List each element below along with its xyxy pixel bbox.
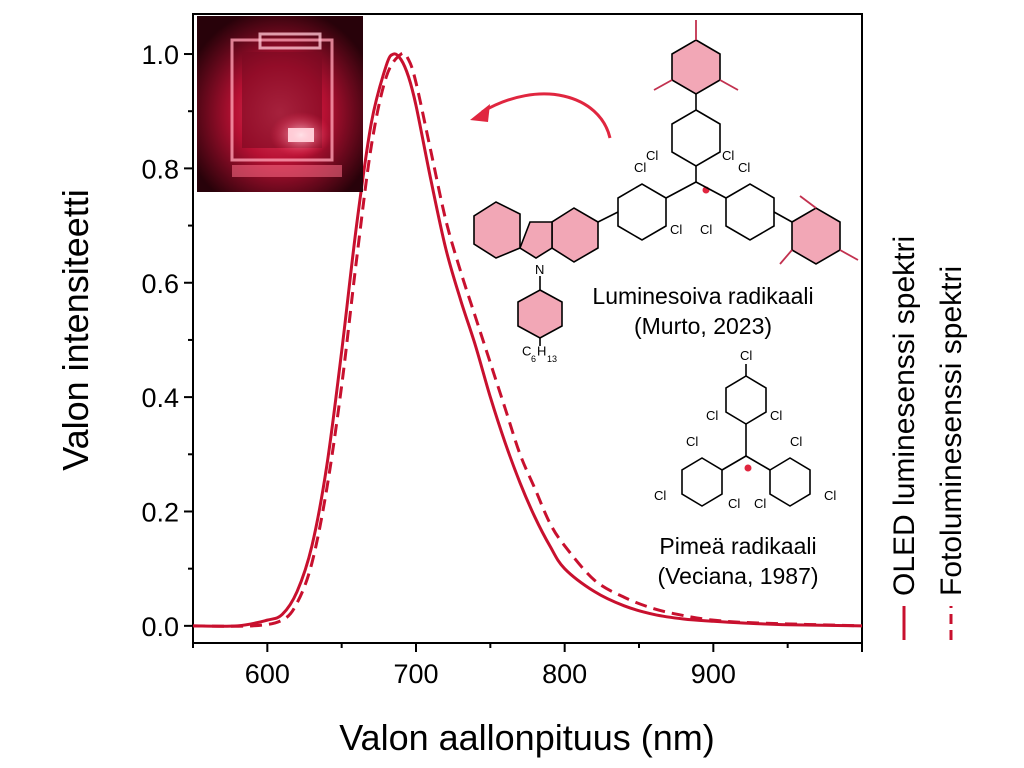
hexyl-h: H <box>537 344 546 359</box>
luminescent-radical-structure: Cl Cl Cl Cl Cl Cl N C 6 H 13 <box>473 20 859 364</box>
atom-label-cl: Cl <box>700 222 712 237</box>
y-tick-label: 0.4 <box>141 383 179 413</box>
y-tick-label: 0.2 <box>141 497 179 527</box>
atom-label-cl: Cl <box>728 496 740 511</box>
x-tick-label: 700 <box>393 659 438 689</box>
hexyl-c: C <box>522 344 531 359</box>
inset-oled-photo <box>197 16 363 192</box>
y-tick-label: 0.0 <box>141 612 179 642</box>
luminescent-radical-label: Luminesoiva radikaali <box>592 283 813 309</box>
dark-radical-structure: Cl Cl Cl Cl Cl Cl Cl Cl Cl <box>654 348 836 511</box>
x-tick-label: 900 <box>691 659 736 689</box>
atom-label-cl: Cl <box>738 160 750 175</box>
y-axis-ticks: 0.0 0.2 0.4 0.6 0.8 1.0 <box>141 40 193 642</box>
y-tick-label: 1.0 <box>141 40 179 70</box>
hexyl-h-subscript: 13 <box>547 354 557 364</box>
atom-label-cl: Cl <box>754 496 766 511</box>
atom-label-n: N <box>535 262 544 277</box>
atom-label-cl: Cl <box>790 434 802 449</box>
y-axis-title: Valon intensiteetti <box>55 189 96 471</box>
x-axis-title: Valon aallonpituus (nm) <box>339 717 715 758</box>
luminescent-radical-reference: (Murto, 2023) <box>634 313 772 339</box>
atom-label-cl: Cl <box>670 222 682 237</box>
plot-frame <box>192 13 863 644</box>
atom-label-cl: Cl <box>824 488 836 503</box>
y-tick-label: 0.6 <box>141 269 179 299</box>
x-tick-label: 600 <box>245 659 290 689</box>
atom-label-cl: Cl <box>722 148 734 163</box>
x-axis-ticks: 600 700 800 900 <box>192 643 863 689</box>
dark-radical-reference: (Veciana, 1987) <box>657 563 818 589</box>
atom-label-cl: Cl <box>686 434 698 449</box>
series-line-photoluminescence <box>193 51 862 628</box>
legend-label-photoluminescence: Fotoluminesenssi spektri <box>935 266 968 596</box>
atom-label-cl: Cl <box>654 488 666 503</box>
hexyl-c-subscript: 6 <box>531 354 536 364</box>
series-line-oled <box>193 52 862 628</box>
y-tick-label: 0.8 <box>141 154 179 184</box>
radical-dot <box>744 464 752 472</box>
atom-label-cl: Cl <box>646 148 658 163</box>
x-tick-label: 800 <box>542 659 587 689</box>
atom-label-cl: Cl <box>706 408 718 423</box>
legend-label-oled: OLED luminesenssi spektri <box>888 236 921 596</box>
atom-label-cl: Cl <box>740 348 752 363</box>
dark-radical-label: Pimeä radikaali <box>659 533 816 559</box>
atom-label-cl: Cl <box>770 408 782 423</box>
series-layer <box>193 51 862 628</box>
atom-label-cl: Cl <box>634 160 646 175</box>
legend: OLED luminesenssi spektri Fotoluminesens… <box>888 236 968 640</box>
pointer-arrow <box>470 92 612 139</box>
